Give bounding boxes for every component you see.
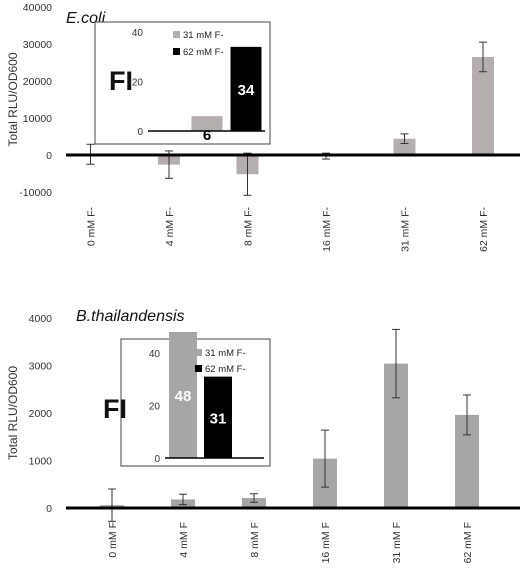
inset-y-tick-label: 0 [137, 127, 143, 138]
x-tick-label: 4 mM F- [164, 206, 176, 246]
x-tick-label: 0 mM F- [86, 206, 98, 246]
y-tick-label: 0 [46, 503, 52, 515]
y-tick-label: 40000 [23, 2, 52, 14]
inset-bar-value-label: 48 [175, 388, 192, 405]
inset-chart: FI 40 20 0 48 31 mM F- 31 62 mM F- [103, 332, 271, 467]
y-tick-label: 0 [46, 150, 52, 162]
x-tick-label: 31 mM F [391, 522, 403, 563]
legend-swatch [195, 349, 202, 356]
x-tick-label: 8 mM F [249, 522, 261, 558]
inset-label: FI [109, 66, 133, 96]
y-tick-label: 30000 [23, 39, 52, 51]
y-tick-label: 4000 [29, 313, 53, 325]
legend-swatch [173, 48, 180, 55]
inset-bar [204, 376, 232, 458]
y-axis-label: Total RLU/OD600 [6, 366, 20, 460]
inset-bar-value-label: 31 [210, 410, 227, 427]
x-tick-label: 4 mM F [178, 522, 190, 558]
x-tick-label: 0 mM F [107, 522, 119, 558]
legend-label: 31 mM F- [205, 348, 246, 359]
y-axis-label: Total RLU/OD600 [6, 52, 20, 146]
legend-swatch [195, 365, 202, 372]
y-tick-label: 3000 [29, 361, 53, 373]
inset-bar [230, 46, 262, 131]
inset-y-tick-label: 0 [154, 454, 160, 465]
y-tick-label: 20000 [23, 76, 52, 88]
inset-y-tick-label: 40 [132, 28, 144, 39]
inset-bar-value-label: 6 [203, 127, 211, 144]
x-tick-label: 31 mM F- [400, 207, 412, 252]
bar [472, 56, 494, 156]
y-tick-label: -10000 [19, 187, 52, 199]
inset-y-tick-label: 20 [149, 402, 161, 413]
x-tick-label: 16 mM F- [321, 207, 333, 252]
inset-label: FI [103, 394, 127, 424]
inset-bar-value-label: 34 [238, 82, 255, 99]
x-tick-label: 62 mM F- [478, 207, 490, 252]
y-tick-label: 2000 [29, 408, 53, 420]
inset-chart: FI 40 20 0 6 31 mM F- 34 62 mM F- [94, 21, 271, 145]
bar [242, 498, 266, 508]
bar [393, 138, 416, 155]
x-tick-label: 16 mM F [320, 522, 332, 563]
x-tick-label: 62 mM F [462, 522, 474, 563]
legend-swatch [173, 31, 180, 38]
y-tick-label: 10000 [23, 113, 52, 125]
inset-y-tick-label: 20 [132, 78, 144, 89]
legend-label: 62 mM F- [205, 364, 246, 375]
x-tick-label: 8 mM F- [243, 206, 255, 246]
chart-title: B.thailandensis [76, 308, 185, 325]
legend-label: 31 mM F- [183, 30, 224, 41]
inset-bar [191, 116, 223, 131]
y-tick-label: 1000 [29, 456, 53, 468]
inset-bar [169, 332, 197, 458]
legend-label: 62 mM F- [183, 47, 224, 58]
inset-y-tick-label: 40 [149, 349, 161, 360]
